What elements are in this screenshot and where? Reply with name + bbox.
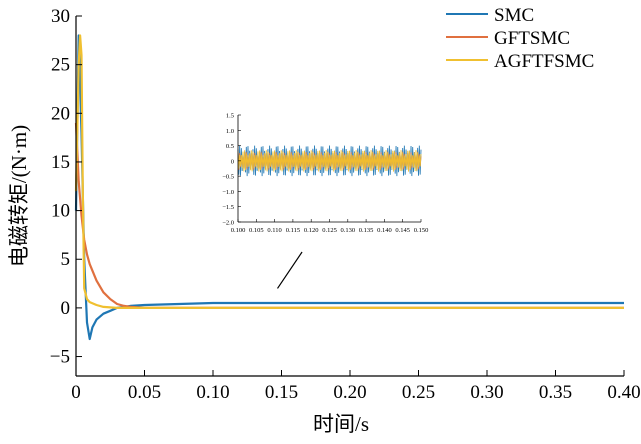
x-tick-label: 0 bbox=[71, 382, 81, 403]
x-tick-label: 0.10 bbox=[196, 382, 229, 403]
inset-x-tick-label: 0.125 bbox=[322, 227, 337, 234]
x-axis-title: 时间/s bbox=[313, 412, 369, 436]
inset-x-tick-label: 0.145 bbox=[395, 227, 410, 234]
x-tick-label: 0.40 bbox=[607, 382, 640, 403]
x-tick-label: 0.20 bbox=[333, 382, 366, 403]
y-tick-label: 30 bbox=[51, 6, 70, 27]
inset-y-tick-label: −1.0 bbox=[222, 189, 234, 196]
x-tick-label: 0.25 bbox=[402, 382, 435, 403]
inset-pointer-line bbox=[277, 251, 303, 289]
inset-x-tick-label: 0.150 bbox=[414, 227, 429, 234]
inset-series-agftfsmc bbox=[237, 150, 422, 172]
series-line-agftfsmc bbox=[74, 34, 624, 309]
inset-x-tick-label: 0.110 bbox=[267, 227, 281, 234]
y-tick-label: 20 bbox=[51, 103, 70, 124]
x-tick-label: 0.05 bbox=[128, 382, 161, 403]
y-tick-label: 25 bbox=[51, 55, 70, 76]
legend-label-gftsmc: GFTSMC bbox=[494, 28, 570, 49]
main-plot: 0 0.05 0.10 0.15 0.20 0.25 0.30 0.35 0.40−505101… bbox=[50, 6, 641, 403]
legend-label-agftfsmc: AGFTFSMC bbox=[494, 51, 594, 72]
inset-y-tick-label: −2.0 bbox=[222, 220, 234, 227]
inset-y-tick-label: 1.5 bbox=[226, 113, 234, 120]
x-tick-label: 0.30 bbox=[470, 382, 503, 403]
y-tick-label: 5 bbox=[61, 249, 71, 270]
zoom-inset: 0.100 0.105 0.110 0.115 0.120 0.125 0.130 0.135… bbox=[222, 113, 428, 289]
inset-y-tick-label: 0.5 bbox=[226, 143, 234, 150]
inset-x-tick-label: 0.100 bbox=[231, 227, 246, 234]
inset-x-tick-label: 0.135 bbox=[359, 227, 374, 234]
y-tick-label: 0 bbox=[61, 298, 71, 319]
legend-label-smc: SMC bbox=[494, 5, 534, 26]
y-tick-label: −5 bbox=[50, 347, 70, 368]
inset-y-tick-label: 1.0 bbox=[226, 128, 234, 135]
inset-y-tick-label: −1.5 bbox=[222, 204, 234, 211]
inset-x-tick-label: 0.140 bbox=[377, 227, 392, 234]
x-tick-label: 0.35 bbox=[539, 382, 572, 403]
inset-x-tick-label: 0.120 bbox=[304, 227, 319, 234]
inset-x-tick-label: 0.105 bbox=[249, 227, 264, 234]
inset-y-tick-label: −0.5 bbox=[222, 174, 234, 181]
y-axis-title: 电磁转矩/(N·m) bbox=[7, 125, 31, 267]
inset-x-tick-label: 0.115 bbox=[286, 227, 300, 234]
y-tick-label: 15 bbox=[51, 152, 70, 173]
inset-y-tick-label: 0 bbox=[231, 158, 234, 165]
inset-x-tick-label: 0.130 bbox=[340, 227, 355, 234]
x-tick-label: 0.15 bbox=[265, 382, 298, 403]
y-tick-label: 10 bbox=[51, 201, 70, 222]
